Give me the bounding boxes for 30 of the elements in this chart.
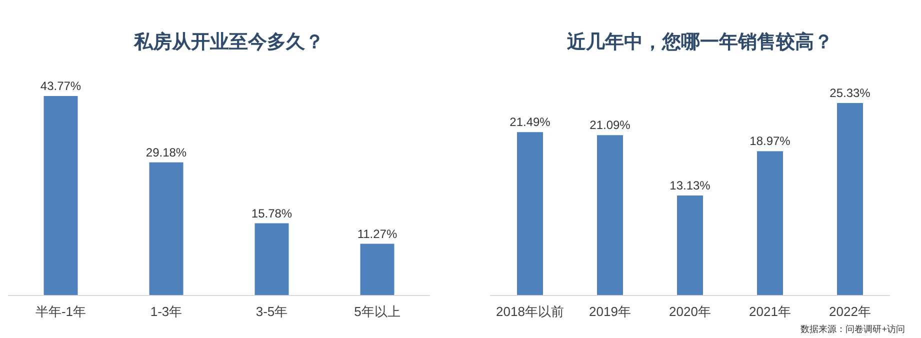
data-label: 15.78%: [251, 206, 292, 220]
bar: [44, 96, 78, 295]
bar: [517, 132, 543, 295]
data-label: 13.13%: [670, 178, 711, 192]
data-label: 29.18%: [146, 145, 187, 160]
x-tick-label: 2018年以前: [496, 304, 564, 319]
x-tick-label: 2020年: [669, 304, 711, 319]
data-label: 43.77%: [40, 79, 82, 93]
bar: [149, 162, 184, 295]
bar: [757, 151, 783, 295]
data-label: 11.27%: [357, 226, 398, 241]
x-tick-label: 半年-1年: [35, 304, 86, 319]
data-label: 21.49%: [510, 115, 551, 130]
bar: [837, 103, 863, 295]
chart-title: 私房从开业至今多久？: [133, 31, 324, 53]
x-tick-label: 2022年: [829, 304, 871, 319]
x-tick-label: 1-3年: [150, 304, 182, 319]
data-label: 18.97%: [750, 134, 791, 148]
x-tick-label: 5年以上: [354, 304, 400, 319]
chart-title: 近几年中，您哪一年销售较高？: [566, 31, 833, 53]
source-note: 数据来源：问卷调研+访问: [800, 324, 905, 334]
x-tick-label: 2021年: [749, 304, 791, 319]
bar: [360, 244, 394, 295]
x-tick-label: 3-5年: [256, 304, 288, 319]
bar: [677, 195, 703, 295]
bar: [254, 223, 289, 295]
x-tick-label: 2019年: [589, 304, 631, 319]
bar: [597, 135, 623, 295]
data-label: 21.09%: [590, 118, 631, 132]
data-label: 25.33%: [830, 86, 871, 100]
